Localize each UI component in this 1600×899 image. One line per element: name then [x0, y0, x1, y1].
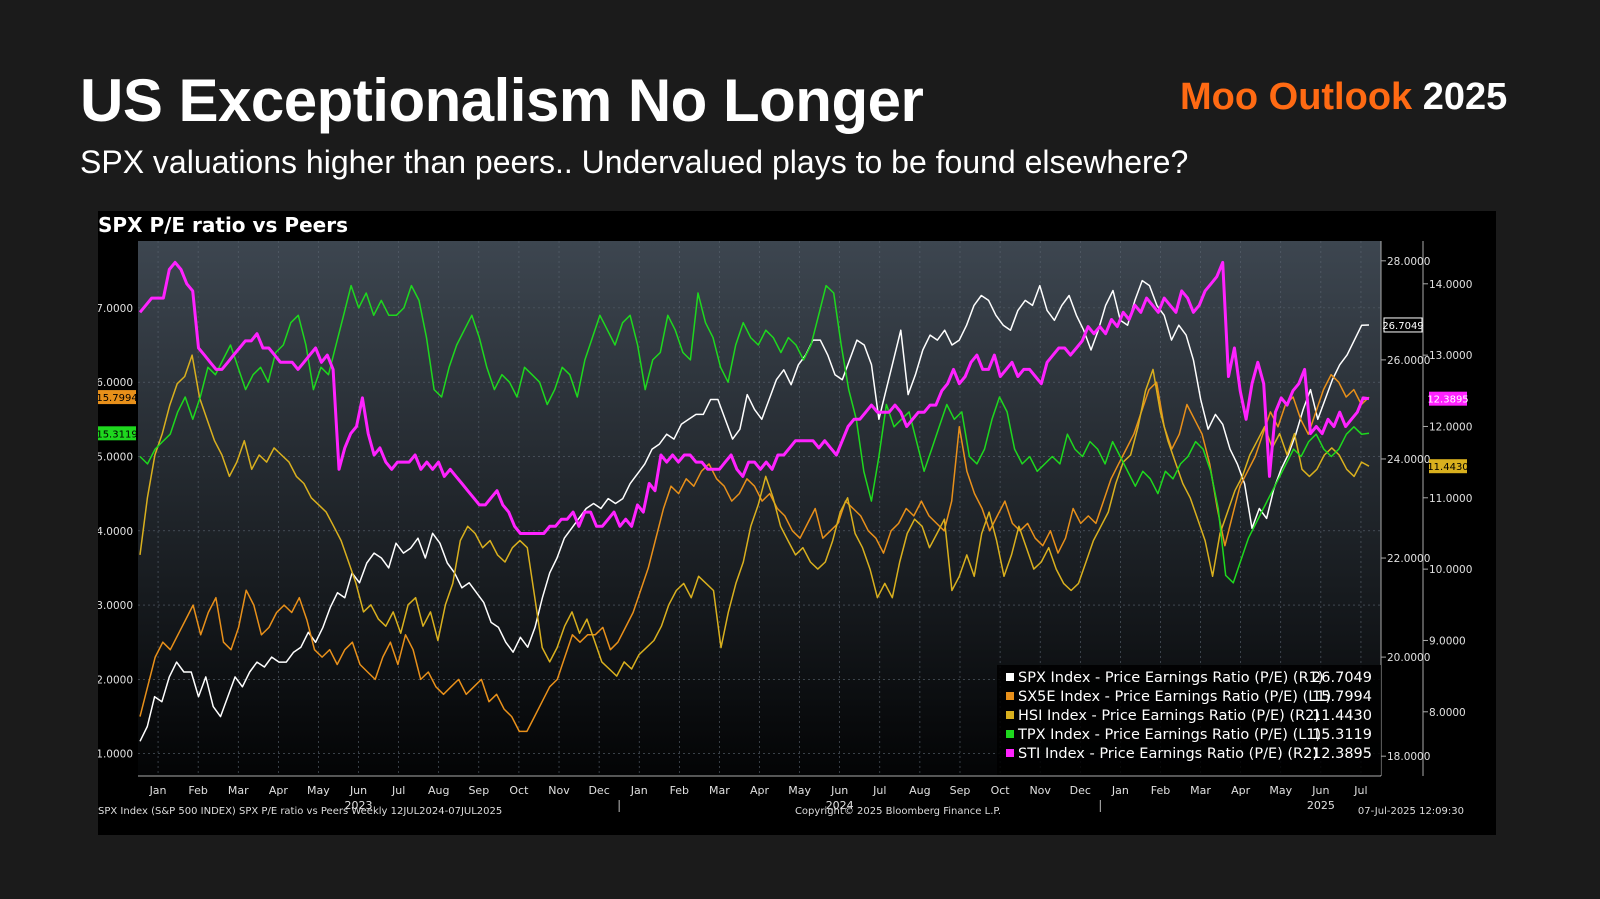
- brand-year: 2025: [1422, 76, 1508, 118]
- last-value-label-hsi: 11.4430: [1427, 462, 1468, 473]
- legend-value-hsi: 11.4430: [1312, 708, 1372, 724]
- x-tick-label: Apr: [1231, 784, 1251, 797]
- chart-footer-source: SPX Index (S&P 500 INDEX) SPX P/E ratio …: [98, 806, 502, 817]
- last-value-tag-tpx: [98, 426, 136, 441]
- legend-swatch-sti: [1006, 749, 1014, 757]
- last-value-tag-spx: [1383, 317, 1423, 333]
- last-value-tag-sti: [1429, 391, 1467, 406]
- last-value-label-spx: 26.7049: [1382, 321, 1423, 332]
- last-value-tag-hsi: [1429, 459, 1467, 474]
- x-tick-label: Mar: [228, 784, 249, 797]
- x-tick-label: Jan: [630, 784, 648, 797]
- legend-swatch-sx5e: [1006, 692, 1014, 700]
- legend-box: [997, 665, 1381, 775]
- legend-label-sx5e: SX5E Index - Price Earnings Ratio (P/E) …: [1018, 689, 1331, 705]
- x-year-label: 2024: [826, 799, 854, 812]
- chart-panel: SPX P/E ratio vs Peers Jan Feb Mar Apr May Jun…: [98, 211, 1496, 835]
- y-r2-tick-label: 9.0000: [1429, 635, 1466, 647]
- x-tick-label: Oct: [509, 784, 529, 797]
- y-left-tick-label: 13.0000: [98, 600, 133, 612]
- x-tick-label: Dec: [588, 784, 609, 797]
- legend-label-sti: STI Index - Price Earnings Ratio (P/E) (…: [1018, 746, 1318, 762]
- x-tick-label: Jan: [149, 784, 167, 797]
- legend-value-sti: 12.3895: [1312, 746, 1372, 762]
- x-tick-label: Oct: [991, 784, 1011, 797]
- y-left-tick-label: 11.0000: [98, 749, 133, 761]
- x-tick-label: Jan: [1111, 784, 1129, 797]
- x-tick-label: Jun: [830, 784, 848, 797]
- x-tick-label: Aug: [909, 784, 930, 797]
- last-value-label-tpx: 15.3119: [98, 429, 138, 440]
- series-line-spx: [139, 279, 1370, 742]
- brand-logo: Moo Outlook 2025: [1180, 76, 1507, 119]
- legend-swatch-tpx: [1006, 730, 1014, 738]
- x-tick-label: May: [1269, 784, 1292, 797]
- y-r2-tick-label: 8.0000: [1429, 707, 1466, 719]
- x-tick-label: Jul: [872, 784, 886, 797]
- pe-ratio-chart: SPX P/E ratio vs Peers Jan Feb Mar Apr May Jun…: [98, 211, 1496, 817]
- last-value-tag-sx5e: [98, 390, 136, 405]
- x-tick-label: Jun: [1311, 784, 1329, 797]
- y-r2-tick-label: 13.0000: [1429, 350, 1472, 362]
- brand-name: Moo Outlook: [1180, 76, 1413, 118]
- series-line-tpx: [139, 284, 1370, 584]
- y-r1-tick-label: 18.0000: [1387, 751, 1430, 763]
- x-tick-label: Mar: [1190, 784, 1211, 797]
- x-tick-label: Jul: [391, 784, 405, 797]
- x-tick-label: May: [307, 784, 330, 797]
- x-tick-label: Sep: [950, 784, 971, 797]
- x-tick-label: Jul: [1353, 784, 1367, 797]
- x-tick-label: Sep: [468, 784, 489, 797]
- x-year-label: 2025: [1307, 799, 1335, 812]
- legend-swatch-hsi: [1006, 711, 1014, 719]
- y-left-tick-label: 12.0000: [98, 674, 133, 686]
- x-tick-label: Aug: [428, 784, 449, 797]
- y-r2-tick-label: 14.0000: [1429, 279, 1472, 291]
- y-r2-tick-label: 10.0000: [1429, 564, 1472, 576]
- x-tick-label: Jun: [349, 784, 367, 797]
- chart-footer-copyright: Copyright© 2025 Bloomberg Finance L.P.: [795, 806, 1001, 817]
- x-year-label: 2023: [345, 799, 373, 812]
- x-tick-label: Nov: [1029, 784, 1051, 797]
- y-left-tick-label: 15.0000: [98, 451, 133, 463]
- x-tick-label: Feb: [670, 784, 689, 797]
- legend-value-tpx: 15.3119: [1312, 727, 1372, 743]
- last-value-label-sx5e: 15.7994: [98, 393, 138, 404]
- y-r1-tick-label: 28.0000: [1387, 256, 1430, 268]
- x-tick-label: Nov: [548, 784, 570, 797]
- x-tick-label: Apr: [750, 784, 770, 797]
- chart-footer-timestamp: 07-Jul-2025 12:09:30: [1358, 806, 1464, 817]
- slide-title: US Exceptionalism No Longer: [80, 67, 924, 134]
- y-r2-tick-label: 12.0000: [1429, 421, 1472, 433]
- y-r1-tick-label: 20.0000: [1387, 652, 1430, 664]
- legend-label-tpx: TPX Index - Price Earnings Ratio (P/E) (…: [1017, 727, 1321, 743]
- y-r1-tick-label: 26.0000: [1387, 355, 1430, 367]
- x-tick-label: Mar: [709, 784, 730, 797]
- legend-value-sx5e: 15.7994: [1312, 689, 1372, 705]
- y-left-tick-label: 16.0000: [98, 377, 133, 389]
- x-tick-label: Dec: [1070, 784, 1091, 797]
- x-tick-label: Feb: [1151, 784, 1170, 797]
- x-tick-label: May: [788, 784, 811, 797]
- slide-subtitle: SPX valuations higher than peers.. Under…: [80, 144, 1189, 180]
- y-r1-tick-label: 22.0000: [1387, 553, 1430, 565]
- x-tick-label: Feb: [188, 784, 207, 797]
- series-line-hsi: [139, 354, 1370, 677]
- y-r2-tick-label: 11.0000: [1429, 493, 1472, 505]
- chart-title: SPX P/E ratio vs Peers: [98, 213, 348, 237]
- x-tick-label: Apr: [269, 784, 289, 797]
- series-line-sti: [138, 260, 1370, 535]
- y-left-tick-label: 14.0000: [98, 526, 133, 538]
- chart-header: [98, 211, 1496, 241]
- last-value-label-sti: 12.3895: [1427, 395, 1468, 406]
- legend-label-spx: SPX Index - Price Earnings Ratio (P/E) (…: [1018, 670, 1324, 686]
- legend-swatch-spx: [1006, 673, 1014, 681]
- legend-label-hsi: HSI Index - Price Earnings Ratio (P/E) (…: [1018, 708, 1320, 724]
- y-left-tick-label: 17.0000: [98, 303, 133, 315]
- legend-value-spx: 26.7049: [1312, 670, 1372, 686]
- y-r1-tick-label: 24.0000: [1387, 454, 1430, 466]
